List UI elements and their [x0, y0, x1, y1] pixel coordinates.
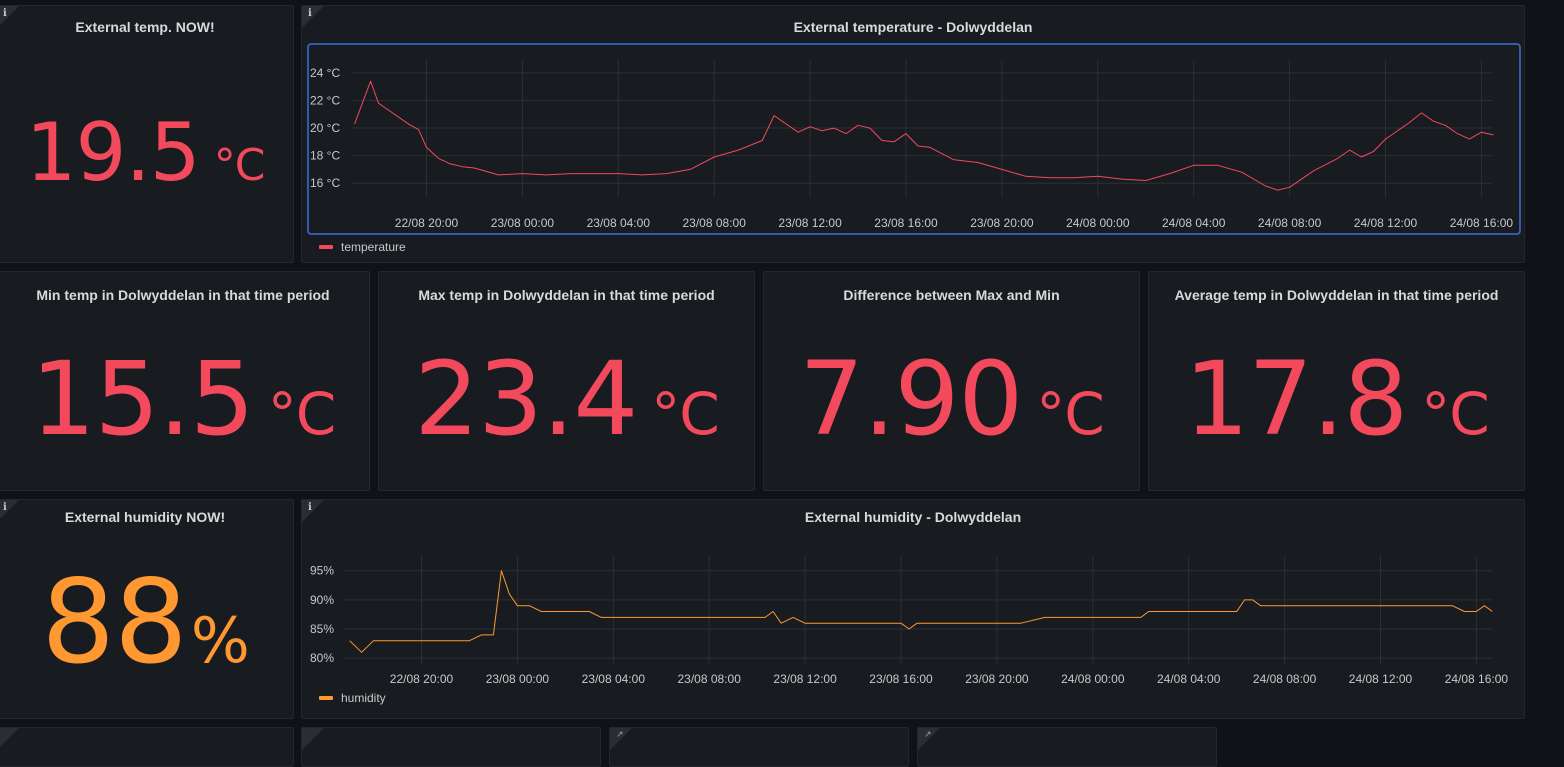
- humidity-chart[interactable]: 95% 90% 85% 80% 22/08 20:00 23/08 00:00 23/08 …: [302, 500, 1526, 720]
- legend-swatch: [319, 244, 333, 249]
- chart-grid: [352, 60, 1492, 197]
- stat-value: 19.5 °C: [0, 106, 293, 199]
- series-line-humidity[interactable]: [349, 570, 1493, 653]
- external-link-icon[interactable]: ↗: [616, 729, 624, 739]
- panel-info-corner: [0, 500, 19, 522]
- x-tick-label: 23/08 00:00: [491, 216, 555, 230]
- stat-number: 15.5: [30, 340, 255, 459]
- panel-avg-temp[interactable]: Average temp in Dolwyddelan in that time…: [1148, 271, 1525, 491]
- x-tick-label: 23/08 16:00: [874, 216, 938, 230]
- x-tick-label: 22/08 20:00: [390, 672, 454, 686]
- y-tick-label: 90%: [310, 593, 334, 607]
- legend-swatch: [319, 695, 333, 700]
- y-tick-label: 80%: [310, 651, 334, 665]
- external-link-icon[interactable]: ↗: [924, 729, 932, 739]
- y-tick-label: 16 °C: [310, 176, 340, 190]
- x-tick-label: 23/08 20:00: [970, 216, 1034, 230]
- x-tick-label: 23/08 16:00: [869, 672, 933, 686]
- panel-title: External temperature - Dolwyddelan: [793, 19, 1033, 35]
- panel-info-corner: [0, 728, 19, 750]
- x-tick-label: 24/08 00:00: [1066, 216, 1130, 230]
- panel-title: Min temp in Dolwyddelan in that time per…: [36, 287, 330, 303]
- stat-unit: °C: [213, 140, 266, 191]
- x-tick-label: 24/08 00:00: [1061, 672, 1125, 686]
- legend-label: temperature: [341, 240, 406, 254]
- panel-bottom-1[interactable]: [0, 727, 294, 767]
- legend-item-humidity[interactable]: humidity: [319, 691, 386, 705]
- panel-info-corner: [302, 6, 324, 28]
- stat-number: 17.8: [1184, 340, 1408, 459]
- panel-temp-chart[interactable]: i External temperature - Dolwyddelan 24 …: [301, 5, 1525, 263]
- x-tick-label: 23/08 00:00: [486, 672, 550, 686]
- info-icon[interactable]: i: [308, 8, 312, 19]
- x-tick-label: 23/08 08:00: [682, 216, 746, 230]
- panel-bottom-2[interactable]: [301, 727, 601, 767]
- y-tick-label: 24 °C: [310, 66, 340, 80]
- panel-humidity-now[interactable]: i External humidity NOW! 88%: [0, 499, 294, 719]
- info-icon[interactable]: i: [308, 502, 312, 513]
- panel-bottom-3[interactable]: ↗: [609, 727, 909, 767]
- x-tick-label: 24/08 16:00: [1445, 672, 1509, 686]
- x-tick-label: 23/08 20:00: [965, 672, 1029, 686]
- chart-grid: [344, 556, 1492, 664]
- stat-value: 15.5 °C: [0, 340, 369, 459]
- panel-humidity-chart[interactable]: i External humidity - Dolwyddelan 95% 90%…: [301, 499, 1525, 719]
- x-tick-label: 24/08 08:00: [1258, 216, 1322, 230]
- y-tick-label: 85%: [310, 622, 334, 636]
- stat-number: 23.4: [414, 340, 638, 459]
- x-tick-label: 23/08 08:00: [677, 672, 741, 686]
- stat-unit: °C: [1036, 380, 1104, 448]
- x-tick-label: 24/08 16:00: [1450, 216, 1514, 230]
- y-tick-label: 22 °C: [310, 93, 340, 107]
- panel-temp-now[interactable]: i External temp. NOW! 19.5 °C: [0, 5, 294, 263]
- info-icon[interactable]: i: [3, 502, 7, 513]
- stat-value: 23.4 °C: [379, 340, 754, 459]
- stat-unit: °C: [651, 380, 719, 448]
- stat-number: 19.5: [25, 106, 201, 199]
- panel-title: Max temp in Dolwyddelan in that time per…: [418, 287, 715, 303]
- stat-unit: °C: [267, 380, 336, 448]
- stat-number: 88: [41, 555, 188, 690]
- x-tick-label: 23/08 04:00: [582, 672, 646, 686]
- y-tick-label: 18 °C: [310, 149, 340, 163]
- panel-title: External humidity - Dolwyddelan: [804, 509, 1022, 525]
- panel-diff-temp[interactable]: Difference between Max and Min 7.90 °C: [763, 271, 1140, 491]
- legend-label: humidity: [341, 691, 386, 705]
- stat-unit: °C: [1421, 380, 1489, 448]
- x-tick-label: 23/08 12:00: [773, 672, 837, 686]
- panel-title: Difference between Max and Min: [843, 287, 1060, 303]
- panel-title: Average temp in Dolwyddelan in that time…: [1174, 287, 1499, 303]
- stat-value: 17.8 °C: [1149, 340, 1524, 459]
- panel-title: External humidity NOW!: [64, 509, 226, 525]
- stat-value: 7.90 °C: [764, 340, 1139, 459]
- panel-info-corner: [302, 728, 324, 750]
- x-tick-label: 24/08 12:00: [1349, 672, 1413, 686]
- x-tick-label: 24/08 04:00: [1162, 216, 1226, 230]
- legend-item-temperature[interactable]: temperature: [319, 240, 406, 254]
- panel-title: External temp. NOW!: [75, 19, 215, 35]
- panel-info-corner: [0, 6, 19, 28]
- info-icon[interactable]: i: [3, 8, 7, 19]
- stat-unit: %: [190, 604, 250, 677]
- panel-min-temp[interactable]: Min temp in Dolwyddelan in that time per…: [0, 271, 370, 491]
- panel-info-corner: [302, 500, 324, 522]
- x-tick-label: 23/08 12:00: [778, 216, 842, 230]
- y-tick-label: 95%: [310, 564, 334, 578]
- stat-number: 7.90: [799, 340, 1023, 459]
- x-tick-label: 23/08 04:00: [587, 216, 651, 230]
- panel-max-temp[interactable]: Max temp in Dolwyddelan in that time per…: [378, 271, 755, 491]
- x-tick-label: 22/08 20:00: [395, 216, 459, 230]
- y-tick-label: 20 °C: [310, 121, 340, 135]
- series-line-temperature[interactable]: [354, 80, 1494, 191]
- x-tick-label: 24/08 12:00: [1354, 216, 1418, 230]
- temperature-chart[interactable]: 24 °C 22 °C 20 °C 18 °C 16 °C 22/08 20:00 23/0…: [302, 6, 1526, 264]
- x-tick-label: 24/08 08:00: [1253, 672, 1317, 686]
- stat-value: 88%: [0, 555, 293, 690]
- x-tick-label: 24/08 04:00: [1157, 672, 1221, 686]
- panel-bottom-4[interactable]: ↗: [917, 727, 1217, 767]
- selected-chart-frame: [307, 43, 1521, 235]
